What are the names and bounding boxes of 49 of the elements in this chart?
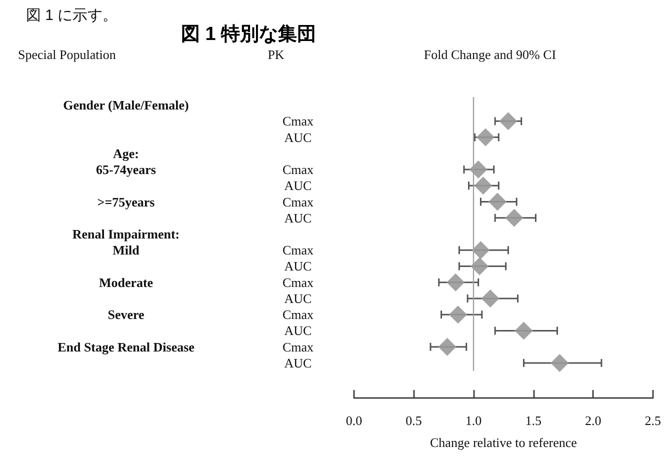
text: Special Population [18,47,116,62]
y-tick-label: Cmax [282,274,314,290]
y2-tick-label: Moderate [98,274,154,290]
text: PK [268,47,285,62]
y-tick-label: AUC [284,130,312,145]
point [476,128,495,146]
point [514,322,533,340]
caption: 図 1 に示す。 [26,7,118,24]
point [550,354,569,372]
y2-tick-label: Renal Impairment: [72,226,180,242]
y-tick-label: Cmax [282,162,314,178]
point [449,306,468,324]
x-tick-label: 2.0 [584,413,602,428]
x-tick-label: 1.0 [465,413,482,428]
y-tick-label: AUC [284,355,312,370]
y2-tick-label: Mild [112,242,140,258]
y-tick-label: Cmax [282,114,314,129]
y2-tick-label: Gender (Male/Female) [63,98,189,113]
y-tick-label: AUC [284,210,312,226]
x-tick-label: 0.0 [346,413,362,428]
point [505,208,524,227]
y-tick-label: AUC [284,290,312,306]
y-tick-label: Cmax [282,242,314,258]
point [499,112,518,130]
chart-title: 図 1 特別な集団 [181,24,316,45]
point [472,241,490,260]
y-tick-label: Cmax [282,307,314,322]
point [446,273,465,292]
y2-tick-label: Age: [113,146,139,161]
point [488,192,506,211]
point [474,176,492,195]
x-tick-label: 0.5 [406,413,422,428]
y-tick-label: AUC [284,258,312,274]
y2-tick-label: >=75years [97,194,155,210]
y-tick-label: Cmax [282,339,314,354]
y2-tick-label: End Stage Renal Disease [58,339,195,354]
point [481,289,500,308]
x-tick-label: 1.5 [525,413,542,428]
x-tick-label: 2.5 [644,413,661,428]
y2-tick-label: Severe [108,307,145,322]
y-tick-label: AUC [284,323,312,338]
point [470,257,489,276]
point [438,338,456,356]
y-tick-label: AUC [284,178,312,194]
y2-tick-label: 65-74years [96,162,156,178]
x-axis-title: Change relative to reference [430,435,578,450]
text: Fold Change and 90% CI [424,47,556,62]
y-tick-label: Cmax [282,194,314,210]
point [469,160,488,179]
